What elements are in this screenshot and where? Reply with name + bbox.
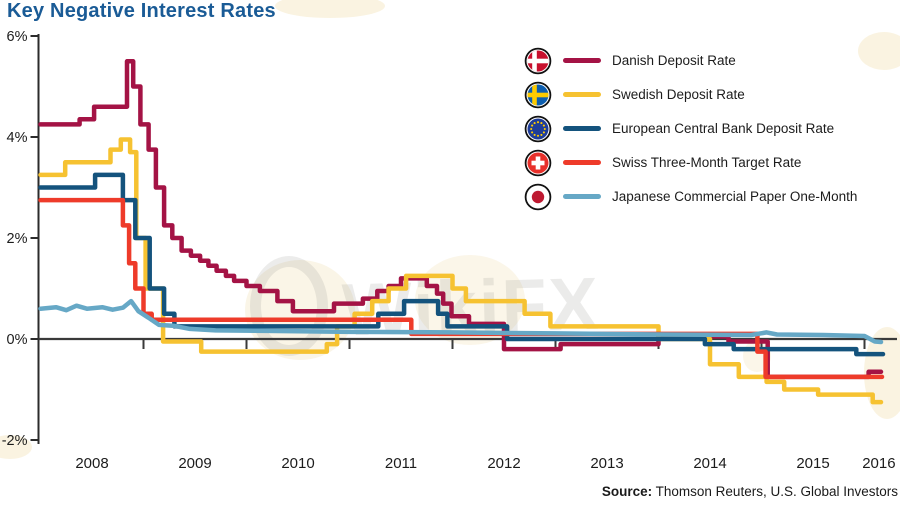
y-tick-label: 2% [7, 231, 28, 247]
source-label: Source: [601, 484, 653, 499]
x-tick-label: 2010 [281, 455, 314, 472]
legend-label: Swedish Deposit Rate [612, 87, 745, 102]
sweden-flag-icon [524, 81, 552, 108]
x-tick-label: 2015 [796, 455, 829, 472]
series-line-sweden [38, 137, 884, 405]
japan-flag-icon [524, 183, 552, 210]
legend-swatch [563, 92, 601, 97]
source-credit: Source: Thomson Reuters, U.S. Global Inv… [602, 484, 898, 499]
denmark-flag-icon [524, 47, 552, 74]
series-line-denmark [38, 59, 884, 380]
legend-swatch [563, 194, 601, 199]
series-line-switzerland [38, 197, 885, 380]
y-tick-label: 0% [7, 332, 28, 348]
x-tick-label: 2014 [693, 455, 726, 472]
legend-item-eu: European Central Bank Deposit Rate [524, 115, 857, 142]
legend-swatch [563, 58, 601, 63]
decor-blob [858, 32, 900, 70]
legend-label: European Central Bank Deposit Rate [612, 121, 835, 136]
y-tick-label: -2% [2, 433, 28, 449]
legend-item-denmark: Danish Deposit Rate [524, 47, 857, 74]
legend-item-japan: Japanese Commercial Paper One-Month [524, 183, 857, 210]
legend-item-switzerland: Swiss Three-Month Target Rate [524, 149, 857, 176]
legend-swatch [563, 160, 601, 165]
legend-label: Swiss Three-Month Target Rate [612, 155, 802, 170]
decor-blob [275, 0, 385, 18]
legend-label: Danish Deposit Rate [612, 53, 736, 68]
page-title: Key Negative Interest Rates [7, 0, 276, 22]
y-tick-label: 6% [7, 29, 28, 45]
series-line-eu [38, 172, 886, 357]
legend-label: Japanese Commercial Paper One-Month [612, 189, 858, 204]
x-tick-label: 2016 [862, 455, 895, 472]
x-tick-label: 2008 [75, 455, 108, 472]
legend: Danish Deposit Rate Swedish Deposit Rate… [524, 47, 857, 210]
legend-item-sweden: Swedish Deposit Rate [524, 81, 857, 108]
x-tick-label: 2009 [178, 455, 211, 472]
y-tick-label: 4% [7, 130, 28, 146]
series-line-japan [38, 298, 884, 345]
x-tick-label: 2013 [590, 455, 623, 472]
x-tick-label: 2011 [385, 455, 417, 472]
source-text: Thomson Reuters, U.S. Global Investors [652, 484, 898, 499]
x-tick-label: 2012 [487, 455, 520, 472]
eu-flag-icon [524, 115, 552, 142]
legend-swatch [563, 126, 601, 131]
switzerland-flag-icon [524, 149, 552, 176]
